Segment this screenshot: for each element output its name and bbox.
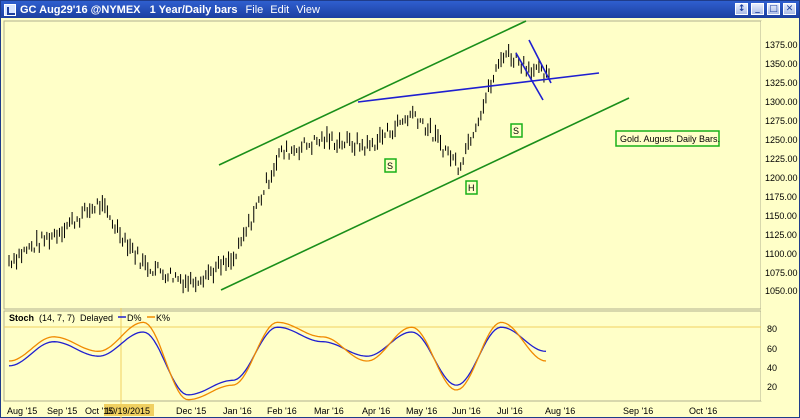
time-tick: Oct '16 xyxy=(689,406,717,416)
price-tick: 1300.00 xyxy=(765,97,798,107)
stoch-tick: 20 xyxy=(767,382,777,392)
price-tick: 1175.00 xyxy=(765,192,797,202)
price-tick: 1100.00 xyxy=(765,249,797,259)
stoch-axis: 80 60 40 20 xyxy=(767,324,777,392)
time-tick: Sep '16 xyxy=(623,406,653,416)
indicator-header: Stoch (14, 7, 7) Delayed D% K% xyxy=(9,313,170,323)
shoulder-left-marker[interactable]: S xyxy=(384,158,397,173)
time-tick: May '16 xyxy=(406,406,437,416)
indicator-title: Stoch xyxy=(9,313,34,323)
time-tick: Jan '16 xyxy=(223,406,252,416)
upper-channel-line[interactable] xyxy=(218,20,527,166)
marker-label: S xyxy=(387,161,393,171)
link-icon[interactable]: ↕ xyxy=(735,3,748,15)
d-percent-line xyxy=(8,326,547,396)
time-tick: Aug '16 xyxy=(545,406,575,416)
time-tick: Apr '16 xyxy=(362,406,390,416)
price-tick: 1225.00 xyxy=(765,154,798,164)
time-tick: Sep '15 xyxy=(47,406,77,416)
stoch-tick: 60 xyxy=(767,344,777,354)
time-tick: Dec '15 xyxy=(176,406,206,416)
wedge-lower-line[interactable] xyxy=(515,52,544,101)
indicator-params: (14, 7, 7) xyxy=(39,313,75,323)
chart-note[interactable]: Gold. August. Daily Bars. xyxy=(615,130,720,147)
stoch-tick: 80 xyxy=(767,324,777,334)
time-axis: Aug '15 Sep '15 Oct '15 10/19/2015 Dec '… xyxy=(7,404,717,416)
stoch-tick: 40 xyxy=(767,363,777,373)
menu-edit[interactable]: Edit xyxy=(270,3,290,16)
price-tick: 1200.00 xyxy=(765,173,798,183)
time-tick: Aug '15 xyxy=(7,406,37,416)
lower-channel-line[interactable] xyxy=(220,97,630,291)
price-tick: 1150.00 xyxy=(765,211,797,221)
price-axis: 1375.00 1350.00 1325.00 1300.00 1275.00 … xyxy=(765,40,798,296)
note-text: Gold. August. Daily Bars. xyxy=(620,134,720,144)
time-tick: Jun '16 xyxy=(452,406,481,416)
price-tick: 1325.00 xyxy=(765,78,798,88)
time-tick: Jul '16 xyxy=(497,406,523,416)
marker-label: H xyxy=(468,183,475,193)
time-tick: Mar '16 xyxy=(314,406,344,416)
price-bars xyxy=(8,44,550,294)
minimize-button[interactable]: _ xyxy=(751,3,764,15)
crosshair-date-label: 10/19/2015 xyxy=(105,406,150,416)
close-button[interactable]: ✕ xyxy=(783,3,796,15)
price-tick: 1125.00 xyxy=(765,230,797,240)
price-tick: 1350.00 xyxy=(765,59,798,69)
menu-file[interactable]: File xyxy=(245,3,264,16)
price-tick: 1050.00 xyxy=(765,286,798,296)
window-controls: ↕ _ □ ✕ xyxy=(732,3,796,15)
price-tick: 1250.00 xyxy=(765,135,798,145)
wedge-upper-line[interactable] xyxy=(528,39,552,84)
price-panel xyxy=(3,20,762,310)
marker-label: S xyxy=(513,126,519,136)
maximize-button[interactable]: □ xyxy=(767,3,780,15)
menu-view[interactable]: View xyxy=(296,3,320,16)
price-tick: 1275.00 xyxy=(765,116,798,126)
crosshair-date-highlight xyxy=(104,404,154,416)
time-tick: Oct '15 xyxy=(85,406,113,416)
neckline[interactable] xyxy=(357,72,600,103)
k-legend-label: K% xyxy=(156,313,170,323)
shoulder-right-marker[interactable]: S xyxy=(510,123,523,138)
price-tick: 1375.00 xyxy=(765,40,798,50)
menu-bar: File Edit View xyxy=(246,4,327,16)
indicator-mode: Delayed xyxy=(80,313,113,323)
price-tick: 1075.00 xyxy=(765,268,798,278)
chart-canvas[interactable]: 1375.00 1350.00 1325.00 1300.00 1275.00 … xyxy=(1,18,799,418)
k-percent-line xyxy=(8,321,547,401)
stoch-panel xyxy=(3,310,762,402)
window-title: GC Aug29'16 @NYMEX 1 Year/Daily bars xyxy=(20,3,238,16)
chart-app-icon xyxy=(4,3,16,16)
axis-gutter xyxy=(761,21,799,401)
title-bar[interactable]: GC Aug29'16 @NYMEX 1 Year/Daily bars Fil… xyxy=(1,1,799,18)
d-legend-label: D% xyxy=(127,313,142,323)
time-tick: Feb '16 xyxy=(267,406,297,416)
head-marker[interactable]: H xyxy=(465,180,478,195)
